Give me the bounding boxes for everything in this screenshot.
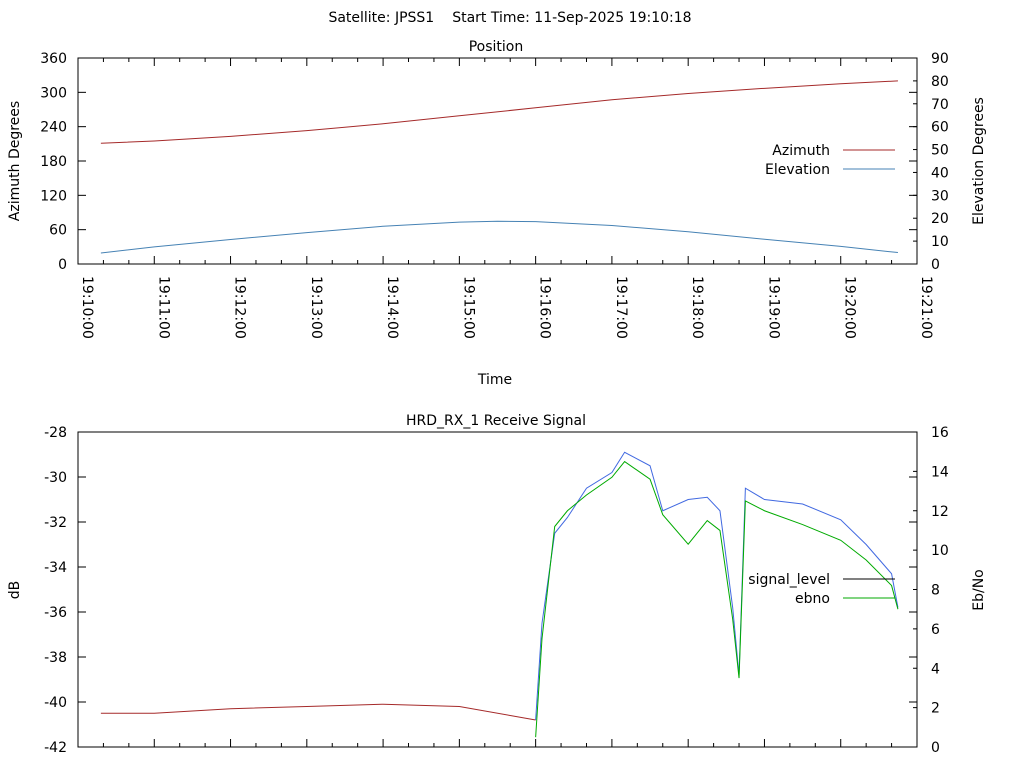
- y-tick-label: 360: [40, 51, 67, 67]
- y-tick-label: -40: [44, 695, 67, 711]
- legend-label-azimuth: Azimuth: [772, 143, 830, 159]
- y-tick-label: 240: [40, 120, 67, 136]
- x-tick-label: 19:14:00: [384, 276, 400, 339]
- y2-tick-label: 16: [931, 425, 949, 441]
- x-tick-label: 19:19:00: [765, 276, 781, 339]
- y2-tick-label: 10: [931, 543, 949, 559]
- position-series: [100, 80, 898, 254]
- y2-tick-label: 40: [931, 165, 949, 181]
- x-tick-label: 19:13:00: [308, 276, 324, 339]
- position-chart-title: Position: [469, 39, 524, 55]
- position-plot-frame: [77, 57, 918, 265]
- x-tick-label: 19:15:00: [460, 276, 476, 339]
- legend-label-signal-level: signal_level: [748, 572, 830, 588]
- y2-tick-label: 50: [931, 143, 949, 159]
- x-tick-label: 19:16:00: [537, 276, 553, 339]
- series-line-elevation: [100, 220, 898, 254]
- elevation-axis-label: Elevation Degrees: [971, 97, 987, 225]
- y-tick-label: 60: [49, 223, 67, 239]
- y-tick-label: -38: [44, 650, 67, 666]
- receive-signal-chart: HRD_RX_1 Receive Signal -42-40-38-36-34-…: [7, 413, 987, 756]
- y-tick-label: 0: [58, 257, 67, 273]
- y2-tick-label: 20: [931, 211, 949, 227]
- x-tick-label: 19:18:00: [689, 276, 705, 339]
- y-tick-label: -28: [44, 425, 67, 441]
- x-tick-label: 19:12:00: [232, 276, 248, 339]
- azimuth-axis: 0 60 120 180 240 300 360: [40, 51, 917, 273]
- db-axis: -42 -40 -38 -36 -34 -32 -30 -28: [44, 425, 917, 756]
- time-axis-bottom: [77, 739, 918, 747]
- y2-tick-label: 0: [931, 740, 940, 756]
- series-line-ebno: [535, 460, 899, 738]
- y2-tick-label: 30: [931, 188, 949, 204]
- receive-signal-series: [100, 451, 899, 738]
- elevation-axis: 0 10 20 30 40 50 60 70 80 90: [913, 51, 949, 273]
- y2-tick-label: 80: [931, 74, 949, 90]
- y2-tick-label: 0: [931, 257, 940, 273]
- y-tick-label: 180: [40, 154, 67, 170]
- page-header: Satellite: JPSS1 Start Time: 11-Sep-2025 …: [328, 10, 691, 26]
- time-axis-label: Time: [477, 372, 512, 388]
- series-line-signal-level-pre-lock: [100, 703, 536, 721]
- time-axis: 19:10:00 19:11:00 19:12:00 19:13:00 19:14:00…: [77, 58, 934, 339]
- x-tick-label: 19:21:00: [918, 276, 934, 339]
- y2-tick-label: 70: [931, 97, 949, 113]
- x-tick-label: 19:11:00: [155, 276, 171, 339]
- azimuth-axis-label: Azimuth Degrees: [7, 101, 23, 221]
- y2-tick-label: 90: [931, 51, 949, 67]
- db-axis-label: dB: [7, 581, 23, 600]
- legend-label-ebno: ebno: [795, 591, 830, 607]
- receive-signal-chart-title: HRD_RX_1 Receive Signal: [406, 413, 586, 429]
- y-tick-label: -42: [44, 740, 67, 756]
- series-line-signal-level: [535, 451, 899, 721]
- y2-tick-label: 14: [931, 464, 949, 480]
- y2-tick-label: 10: [931, 234, 949, 250]
- x-tick-label: 19:10:00: [79, 276, 95, 339]
- position-chart: Position 0 60 120 180 240 300 360 0 10 20 30 40 50 6…: [7, 39, 987, 388]
- y2-tick-label: 4: [931, 661, 940, 677]
- satellite-label: Satellite: JPSS1: [328, 10, 434, 26]
- y-tick-label: -34: [44, 560, 67, 576]
- start-time-label: Start Time: 11-Sep-2025 19:10:18: [452, 10, 691, 26]
- y-tick-label: 120: [40, 188, 67, 204]
- ebno-axis-label: Eb/No: [971, 569, 987, 611]
- y2-tick-label: 60: [931, 120, 949, 136]
- y-tick-label: -30: [44, 470, 67, 486]
- legend-label-elevation: Elevation: [765, 162, 830, 178]
- y2-tick-label: 8: [931, 583, 940, 599]
- ebno-axis: 0 2 4 6 8 10 12 14 16: [913, 425, 949, 756]
- position-legend: Azimuth Elevation: [765, 143, 895, 178]
- y-tick-label: -32: [44, 515, 67, 531]
- y2-tick-label: 2: [931, 701, 940, 717]
- x-tick-label: 19:20:00: [842, 276, 858, 339]
- receive-signal-legend: signal_level ebno: [748, 572, 895, 607]
- x-tick-label: 19:17:00: [613, 276, 629, 339]
- series-line-azimuth: [100, 80, 898, 144]
- y2-tick-label: 12: [931, 504, 949, 520]
- y-tick-label: -36: [44, 605, 67, 621]
- y2-tick-label: 6: [931, 622, 940, 638]
- receive-signal-plot-frame: [77, 431, 918, 748]
- y-tick-label: 300: [40, 85, 67, 101]
